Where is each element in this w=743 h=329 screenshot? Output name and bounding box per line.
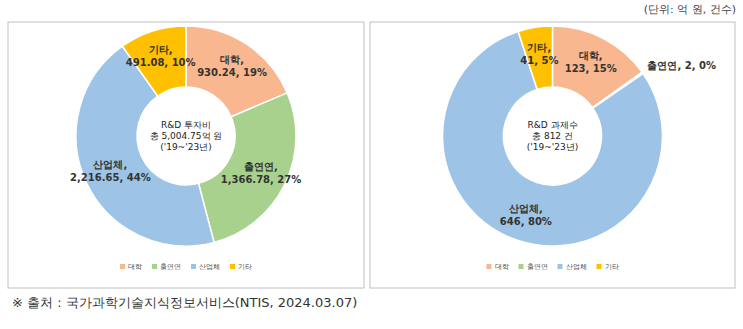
center-line: ('19~'23년) <box>160 142 211 152</box>
label-part: 0% <box>699 60 716 71</box>
label-part: 5% <box>541 55 558 66</box>
center-line: ('19~'23년) <box>527 142 578 152</box>
label-part: 2,216.65 <box>70 172 119 183</box>
label-part: 대학 <box>220 54 240 65</box>
label-part: 10% <box>172 57 196 68</box>
label-part: 646 <box>500 216 521 227</box>
label-part: 2 <box>685 60 692 71</box>
legend-label: 산업체 <box>199 263 220 271</box>
legend-swatch <box>558 264 563 269</box>
center-line: R&D 과제수 <box>527 120 577 130</box>
separator: , <box>586 63 593 74</box>
label-part: 산업체 <box>93 159 123 170</box>
separator: , <box>547 42 551 53</box>
label-part: 기타 <box>149 44 169 55</box>
legend: 대학 출연연 산업체 기타 <box>120 263 252 271</box>
canvas: (단위: 억 원, 건수) ※ 출처 : 국가과학기술지식정보서비스(NTIS, … <box>0 0 743 329</box>
panel-frame <box>8 22 364 288</box>
separator: , <box>119 172 126 183</box>
data-label: 산업체,646, 80% <box>500 203 552 227</box>
source: ※ 출처 : 국가과학기술지식정보서비스(NTIS, 2024.03.07) <box>12 295 357 310</box>
label-part: 930.24 <box>197 67 236 78</box>
legend-label: 기타 <box>238 263 252 271</box>
slice <box>198 93 296 242</box>
label-part: 80% <box>528 216 552 227</box>
center-text: R&D 투자비총 5,004.75억 원('19~'23년) <box>150 120 223 152</box>
chart-panel: R&D 과제수총 812 건('19~'23년)대학,123, 15%출연연, … <box>370 22 735 288</box>
legend-item: 산업체 <box>558 263 587 271</box>
separator: , <box>677 60 684 71</box>
label-part: 출연연 <box>647 60 677 71</box>
legend-swatch <box>597 264 602 269</box>
label-part: 15% <box>593 63 617 74</box>
label-part: 41 <box>520 55 534 66</box>
label-part: 대학 <box>579 50 599 61</box>
legend-swatch <box>519 264 524 269</box>
panel-frame <box>370 22 735 288</box>
separator: , <box>123 159 127 170</box>
separator: , <box>521 216 528 227</box>
separator: , <box>274 161 278 172</box>
label-part: 491.08 <box>126 57 165 68</box>
separator: , <box>236 67 243 78</box>
legend-swatch <box>230 264 235 269</box>
chart-panel: R&D 투자비총 5,004.75억 원('19~'23년)대학,930.24,… <box>8 22 364 288</box>
legend-item: 산업체 <box>191 263 220 271</box>
separator: , <box>534 55 541 66</box>
center-line: R&D 투자비 <box>161 120 211 130</box>
legend-label: 산업체 <box>566 263 587 271</box>
separator: , <box>169 44 173 55</box>
separator: , <box>599 50 603 61</box>
center-line: 총 5,004.75억 원 <box>150 131 223 141</box>
label-part: 19% <box>243 67 267 78</box>
label-part: 123 <box>565 63 586 74</box>
label-part: 산업체 <box>509 203 539 214</box>
legend-swatch <box>120 264 125 269</box>
data-labels: 대학,930.24, 19%출연연,1,366.78, 27%산업체,2,216… <box>70 44 301 184</box>
legend-item: 출연연 <box>519 263 548 271</box>
unit-note: (단위: 억 원, 건수) <box>644 3 736 16</box>
legend-item: 기타 <box>230 263 252 271</box>
pie <box>76 26 296 246</box>
data-label: 대학,123, 15% <box>565 50 617 74</box>
legend-swatch <box>191 264 196 269</box>
legend-item: 대학 <box>487 263 509 271</box>
data-label: 대학,930.24, 19% <box>197 54 267 78</box>
label-part: 27% <box>277 174 301 185</box>
label-part: 44% <box>127 172 151 183</box>
separator: , <box>164 57 171 68</box>
legend-label: 기타 <box>605 263 619 271</box>
data-label: 기타,41, 5% <box>520 42 558 66</box>
center-line: 총 812 건 <box>532 131 573 141</box>
data-labels: 대학,123, 15%출연연, 2, 0%산업체,646, 80%기타,41, … <box>500 42 716 228</box>
legend-item: 기타 <box>597 263 619 271</box>
separator: , <box>240 54 244 65</box>
legend-label: 대학 <box>495 263 509 271</box>
legend-swatch <box>487 264 492 269</box>
data-label: 기타,491.08, 10% <box>126 44 196 68</box>
separator: , <box>692 60 699 71</box>
slice <box>442 31 662 246</box>
separator: , <box>270 174 277 185</box>
legend-item: 대학 <box>120 263 142 271</box>
legend-label: 출연연 <box>160 263 181 271</box>
data-label: 출연연, 2, 0% <box>647 60 716 71</box>
legend-item: 출연연 <box>152 263 181 271</box>
data-label: 출연연,1,366.78, 27% <box>221 161 302 185</box>
separator: , <box>539 203 543 214</box>
center-text: R&D 과제수총 812 건('19~'23년) <box>527 120 578 152</box>
legend-label: 출연연 <box>527 263 548 271</box>
legend: 대학 출연연 산업체 기타 <box>487 263 619 271</box>
label-part: 출연연 <box>244 161 274 172</box>
pie <box>442 26 662 246</box>
legend-label: 대학 <box>128 263 142 271</box>
legend-swatch <box>152 264 157 269</box>
label-part: 1,366.78 <box>221 174 270 185</box>
label-part: 기타 <box>527 42 547 53</box>
data-label: 산업체,2,216.65, 44% <box>70 159 151 183</box>
